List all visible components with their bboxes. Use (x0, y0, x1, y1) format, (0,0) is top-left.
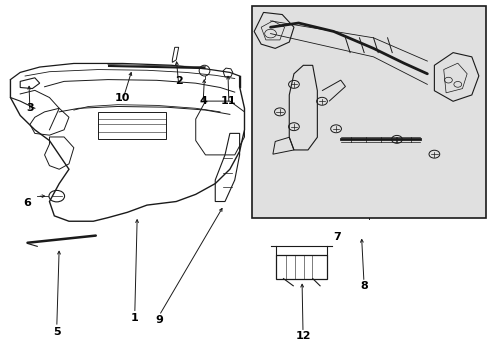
Text: 10: 10 (115, 93, 130, 103)
Text: 4: 4 (199, 96, 206, 106)
Text: 3: 3 (26, 103, 34, 113)
Text: 12: 12 (295, 331, 310, 341)
Text: 11: 11 (221, 96, 236, 106)
Text: 1: 1 (131, 313, 139, 323)
Bar (98, 112, 166, 139)
Text: 5: 5 (53, 327, 61, 337)
Text: 6: 6 (23, 198, 31, 208)
Bar (251, 6, 485, 218)
Text: 9: 9 (155, 315, 163, 325)
Text: 7: 7 (333, 232, 340, 242)
Text: 8: 8 (359, 281, 367, 291)
Text: 2: 2 (174, 76, 182, 86)
